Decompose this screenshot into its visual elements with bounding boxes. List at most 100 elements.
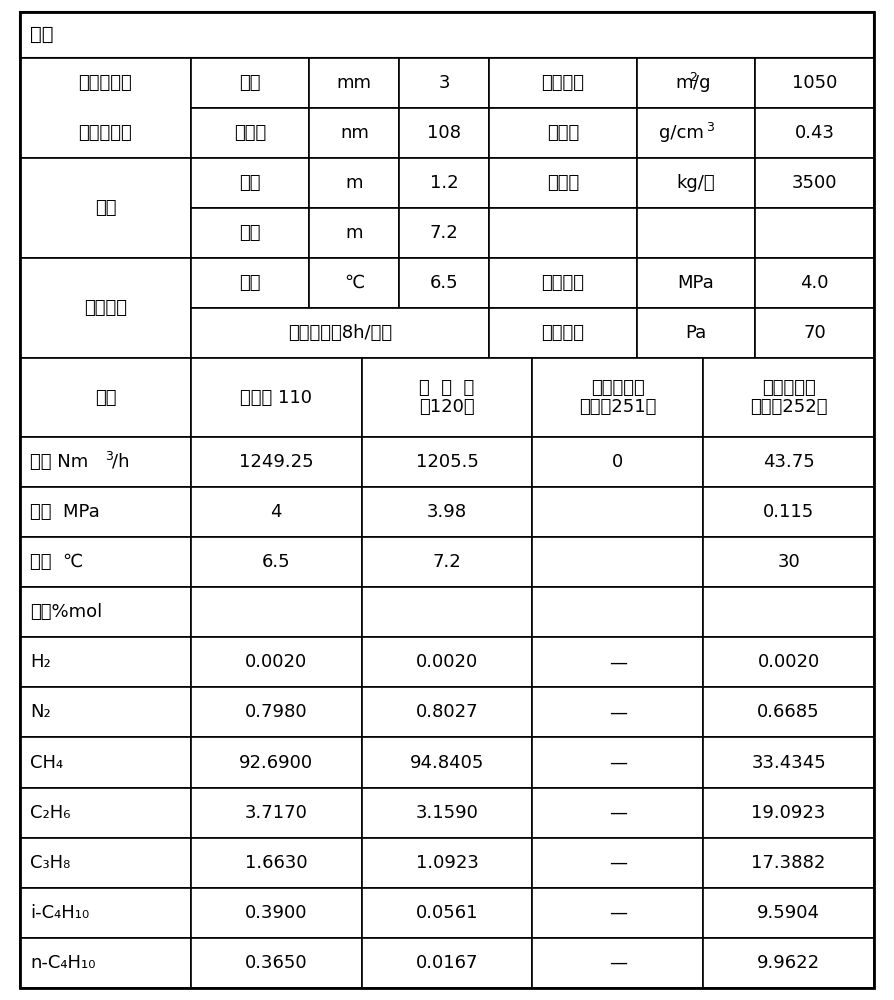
Bar	[533, 687, 704, 737]
Text: 7.2: 7.2	[433, 553, 461, 571]
Text: 椰壳活性炭: 椰壳活性炭	[79, 124, 132, 142]
Text: 1.2: 1.2	[430, 174, 459, 192]
Bar	[309, 208, 400, 258]
Bar	[361, 737, 533, 788]
Text: 1050: 1050	[792, 74, 838, 92]
Bar	[20, 838, 190, 888]
Bar	[361, 537, 533, 587]
Bar	[400, 58, 489, 108]
Text: Pa: Pa	[686, 324, 706, 342]
Bar	[755, 158, 874, 208]
Text: 4.0: 4.0	[800, 274, 829, 292]
Text: 0.115: 0.115	[763, 503, 814, 521]
Text: （120）: （120）	[419, 398, 475, 416]
Text: g/cm: g/cm	[659, 124, 704, 142]
Text: nm: nm	[340, 124, 369, 142]
Bar	[361, 358, 533, 437]
Bar	[361, 938, 533, 988]
Bar	[190, 687, 361, 737]
Bar	[190, 938, 361, 988]
Text: 产  品  气: 产 品 气	[419, 379, 475, 397]
Bar	[704, 687, 874, 737]
Text: 直径: 直径	[240, 174, 261, 192]
Bar	[20, 58, 190, 158]
Bar	[704, 487, 874, 537]
Bar	[533, 487, 704, 537]
Bar	[20, 587, 190, 637]
Bar	[190, 788, 361, 838]
Text: 0.3900: 0.3900	[245, 904, 308, 922]
Text: 原料气 110: 原料气 110	[240, 389, 312, 407]
Text: /g: /g	[693, 74, 711, 92]
Text: 0.0020: 0.0020	[416, 653, 478, 671]
Text: 压力  MPa: 压力 MPa	[30, 503, 100, 521]
Text: 床层: 床层	[95, 199, 116, 217]
Bar	[533, 838, 704, 888]
Bar	[20, 258, 190, 358]
Bar	[309, 158, 400, 208]
Bar	[20, 888, 190, 938]
Bar	[704, 437, 874, 487]
Bar	[400, 158, 489, 208]
Text: 离气（252）: 离气（252）	[750, 398, 827, 416]
Text: i-C₄H₁₀: i-C₄H₁₀	[30, 904, 89, 922]
Text: 组成%mol: 组成%mol	[30, 603, 102, 621]
Text: 3: 3	[706, 121, 714, 134]
Bar	[190, 537, 361, 587]
Text: N₂: N₂	[30, 703, 51, 721]
Bar	[190, 487, 361, 537]
Text: 3.1590: 3.1590	[416, 804, 478, 822]
Text: 再生压力: 再生压力	[541, 324, 585, 342]
Bar	[704, 737, 874, 788]
Bar	[190, 158, 309, 208]
Bar	[533, 737, 704, 788]
Text: m: m	[346, 174, 363, 192]
Text: —: —	[609, 954, 627, 972]
Bar	[190, 308, 489, 358]
Bar	[20, 938, 190, 988]
Bar	[704, 537, 874, 587]
Text: C₃H₈: C₃H₈	[30, 854, 71, 872]
Text: 离气（251）: 离气（251）	[579, 398, 656, 416]
Bar	[489, 258, 637, 308]
Text: 108: 108	[427, 124, 461, 142]
Text: —: —	[609, 653, 627, 671]
Text: 19.0923: 19.0923	[752, 804, 826, 822]
Bar	[704, 938, 874, 988]
Bar	[533, 358, 704, 437]
Bar	[20, 537, 190, 587]
Text: 3: 3	[105, 450, 113, 463]
Text: 70: 70	[804, 324, 826, 342]
Bar	[190, 258, 309, 308]
Bar	[190, 358, 361, 437]
Text: H₂: H₂	[30, 653, 51, 671]
Bar	[20, 12, 874, 58]
Bar	[361, 788, 533, 838]
Text: 再生气的分: 再生气的分	[762, 379, 815, 397]
Bar	[20, 437, 190, 487]
Bar	[533, 537, 704, 587]
Text: 92.6900: 92.6900	[239, 754, 313, 772]
Text: 6.5: 6.5	[262, 553, 291, 571]
Text: 真空再生，8h/周期: 真空再生，8h/周期	[288, 324, 392, 342]
Text: 3500: 3500	[792, 174, 838, 192]
Bar	[489, 108, 637, 158]
Bar	[637, 308, 755, 358]
Text: 0.8027: 0.8027	[416, 703, 478, 721]
Bar	[704, 888, 874, 938]
Bar	[190, 437, 361, 487]
Text: 0.0167: 0.0167	[416, 954, 478, 972]
Text: 6.5: 6.5	[430, 274, 459, 292]
Bar	[637, 158, 755, 208]
Bar	[533, 938, 704, 988]
Bar	[361, 838, 533, 888]
Text: 装填量: 装填量	[546, 174, 579, 192]
Bar	[361, 637, 533, 687]
Bar	[533, 437, 704, 487]
Bar	[361, 487, 533, 537]
Text: 33.4345: 33.4345	[751, 754, 826, 772]
Bar	[637, 258, 755, 308]
Text: 0.0561: 0.0561	[416, 904, 478, 922]
Bar	[190, 737, 361, 788]
Bar	[489, 208, 637, 258]
